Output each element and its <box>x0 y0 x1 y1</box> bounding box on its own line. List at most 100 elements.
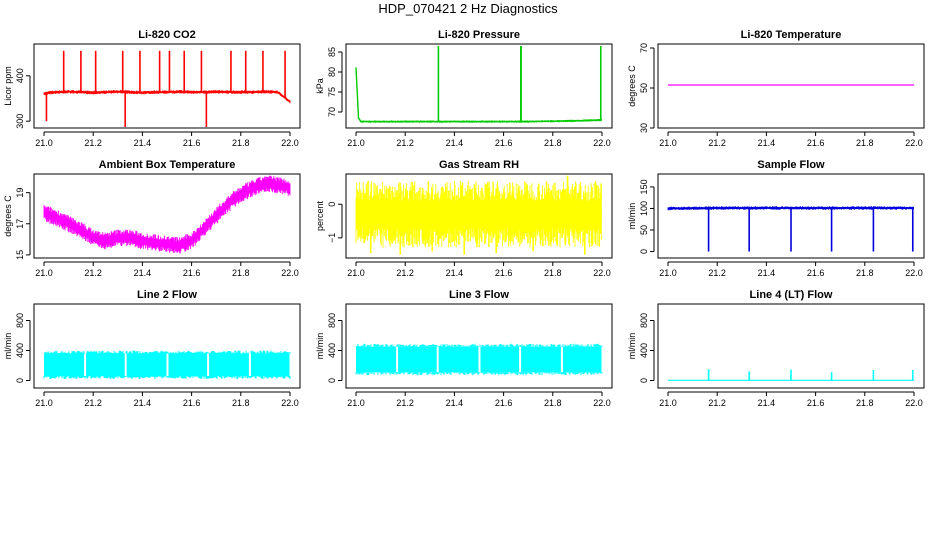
y-tick-label: 400 <box>639 343 649 358</box>
panel-li-820-temperature: Li-820 Temperature degrees C 21.0 21.2 21.4 2… <box>627 29 925 148</box>
x-tick-label: 21.8 <box>856 398 874 408</box>
y-tick-label: 75 <box>327 87 337 97</box>
y-tick-label: 400 <box>15 343 25 358</box>
flow-segment <box>250 353 290 376</box>
y-axis-label: ml/min <box>627 203 637 230</box>
x-tick-label: 21.2 <box>396 398 414 408</box>
x-tick-label: 21.4 <box>134 268 152 278</box>
x-tick-label: 21.8 <box>544 268 562 278</box>
x-tick-label: 21.8 <box>544 138 562 148</box>
x-tick-label: 21.4 <box>758 268 776 278</box>
x-tick-label: 21.0 <box>659 268 677 278</box>
panel-title: Line 3 Flow <box>449 289 509 301</box>
x-tick-label: 22.0 <box>905 268 923 278</box>
panel-title: Li-820 CO2 <box>138 29 195 41</box>
y-tick-label: 30 <box>639 123 649 133</box>
panel-line-3-flow: Line 3 Flow ml/min 21.0 21.2 21.4 21.6 21.8 22.… <box>315 289 613 408</box>
y-tick-label: 0 <box>639 378 649 383</box>
y-tick-label: 50 <box>639 83 649 93</box>
x-tick-label: 22.0 <box>281 398 299 408</box>
panel-li-820-co2: Li-820 CO2 Licor ppm 21.0 21.2 21.4 21.6 21.8 2… <box>3 29 301 148</box>
plot-frame <box>657 173 925 259</box>
y-tick-label: 70 <box>639 43 649 53</box>
x-tick-label: 21.0 <box>347 268 365 278</box>
data-layer <box>43 350 291 379</box>
x-tick-label: 21.4 <box>134 398 152 408</box>
y-tick-label: 0 <box>15 378 25 383</box>
panel-title: Ambient Box Temperature <box>99 159 236 171</box>
x-tick-label: 22.0 <box>905 398 923 408</box>
x-tick-label: 21.0 <box>347 138 365 148</box>
x-tick-label: 21.2 <box>396 268 414 278</box>
panel-ambient-box-temperature: Ambient Box Temperature degrees C 21.0 21.2… <box>3 159 301 278</box>
y-axis-label: degrees C <box>3 195 13 237</box>
y-axis-label: percent <box>315 200 325 231</box>
y-tick-label: 15 <box>15 250 25 260</box>
x-tick-label: 21.8 <box>544 398 562 408</box>
x-tick-label: 21.2 <box>84 398 102 408</box>
panel-li-820-pressure: Li-820 Pressure kPa 21.0 21.2 21.4 21.6 21.8 22… <box>315 29 613 148</box>
plot-frame <box>657 303 925 389</box>
y-tick-label: 100 <box>639 201 649 216</box>
panel-title: Line 4 (LT) Flow <box>750 289 833 301</box>
plot-frame <box>657 43 925 129</box>
x-tick-label: 21.6 <box>183 268 201 278</box>
flow-noise <box>355 343 603 376</box>
flow-segment <box>168 353 208 376</box>
data-layer <box>355 343 603 376</box>
x-tick-label: 21.6 <box>495 138 513 148</box>
panel-title: Sample Flow <box>757 159 825 171</box>
x-tick-label: 21.6 <box>807 138 825 148</box>
y-axis-label: ml/min <box>315 333 325 360</box>
panel-gas-stream-rh: Gas Stream RH percent 21.0 21.2 21.4 21.6 21.8… <box>315 159 613 278</box>
y-tick-label: 80 <box>327 67 337 77</box>
data-layer <box>43 50 291 127</box>
series-line <box>667 207 914 210</box>
flow-segment <box>480 346 520 373</box>
x-tick-label: 21.2 <box>708 398 726 408</box>
x-tick-label: 21.2 <box>84 138 102 148</box>
series-band <box>355 67 602 123</box>
figure-title: HDP_070421 2 Hz Diagnostics <box>378 1 558 16</box>
flow-segment <box>562 346 602 373</box>
y-tick-label: 17 <box>15 219 25 229</box>
x-tick-label: 21.8 <box>232 268 250 278</box>
x-tick-label: 22.0 <box>593 268 611 278</box>
y-tick-label: 0 <box>327 378 337 383</box>
series-line <box>355 67 603 123</box>
y-tick-label: 70 <box>327 107 337 117</box>
x-tick-label: 21.6 <box>183 398 201 408</box>
x-tick-label: 21.2 <box>84 268 102 278</box>
x-tick-label: 22.0 <box>593 398 611 408</box>
plot-frame <box>345 303 613 389</box>
y-tick-label: 0 <box>327 202 337 207</box>
data-layer <box>43 175 291 254</box>
y-axis-label: Licor ppm <box>3 66 13 106</box>
flow-segment <box>398 346 437 373</box>
data-layer <box>667 206 914 252</box>
data-layer <box>355 46 603 123</box>
y-tick-label: 300 <box>15 114 25 129</box>
x-tick-label: 21.6 <box>807 398 825 408</box>
panel-sample-flow: Sample Flow ml/min 21.0 21.2 21.4 21.6 21.8 22.… <box>627 159 925 278</box>
x-tick-label: 21.0 <box>659 398 677 408</box>
x-tick-label: 21.6 <box>807 268 825 278</box>
x-tick-label: 21.8 <box>856 138 874 148</box>
flow-segment <box>126 353 167 376</box>
x-tick-label: 22.0 <box>281 138 299 148</box>
data-layer <box>668 369 914 381</box>
x-tick-label: 21.8 <box>232 138 250 148</box>
y-tick-label: 800 <box>639 313 649 328</box>
panel-line-4-lt-flow: Line 4 (LT) Flow ml/min 21.0 21.2 21.4 21.6 21… <box>627 289 925 408</box>
y-tick-label: 400 <box>15 68 25 83</box>
x-tick-label: 21.8 <box>232 398 250 408</box>
x-tick-label: 22.0 <box>281 268 299 278</box>
x-tick-label: 21.4 <box>134 138 152 148</box>
flow-segment <box>86 353 125 376</box>
x-tick-label: 21.2 <box>708 138 726 148</box>
flow-segment <box>44 353 85 376</box>
x-tick-label: 21.8 <box>856 268 874 278</box>
plot-frame <box>33 303 301 389</box>
x-tick-label: 21.4 <box>758 138 776 148</box>
